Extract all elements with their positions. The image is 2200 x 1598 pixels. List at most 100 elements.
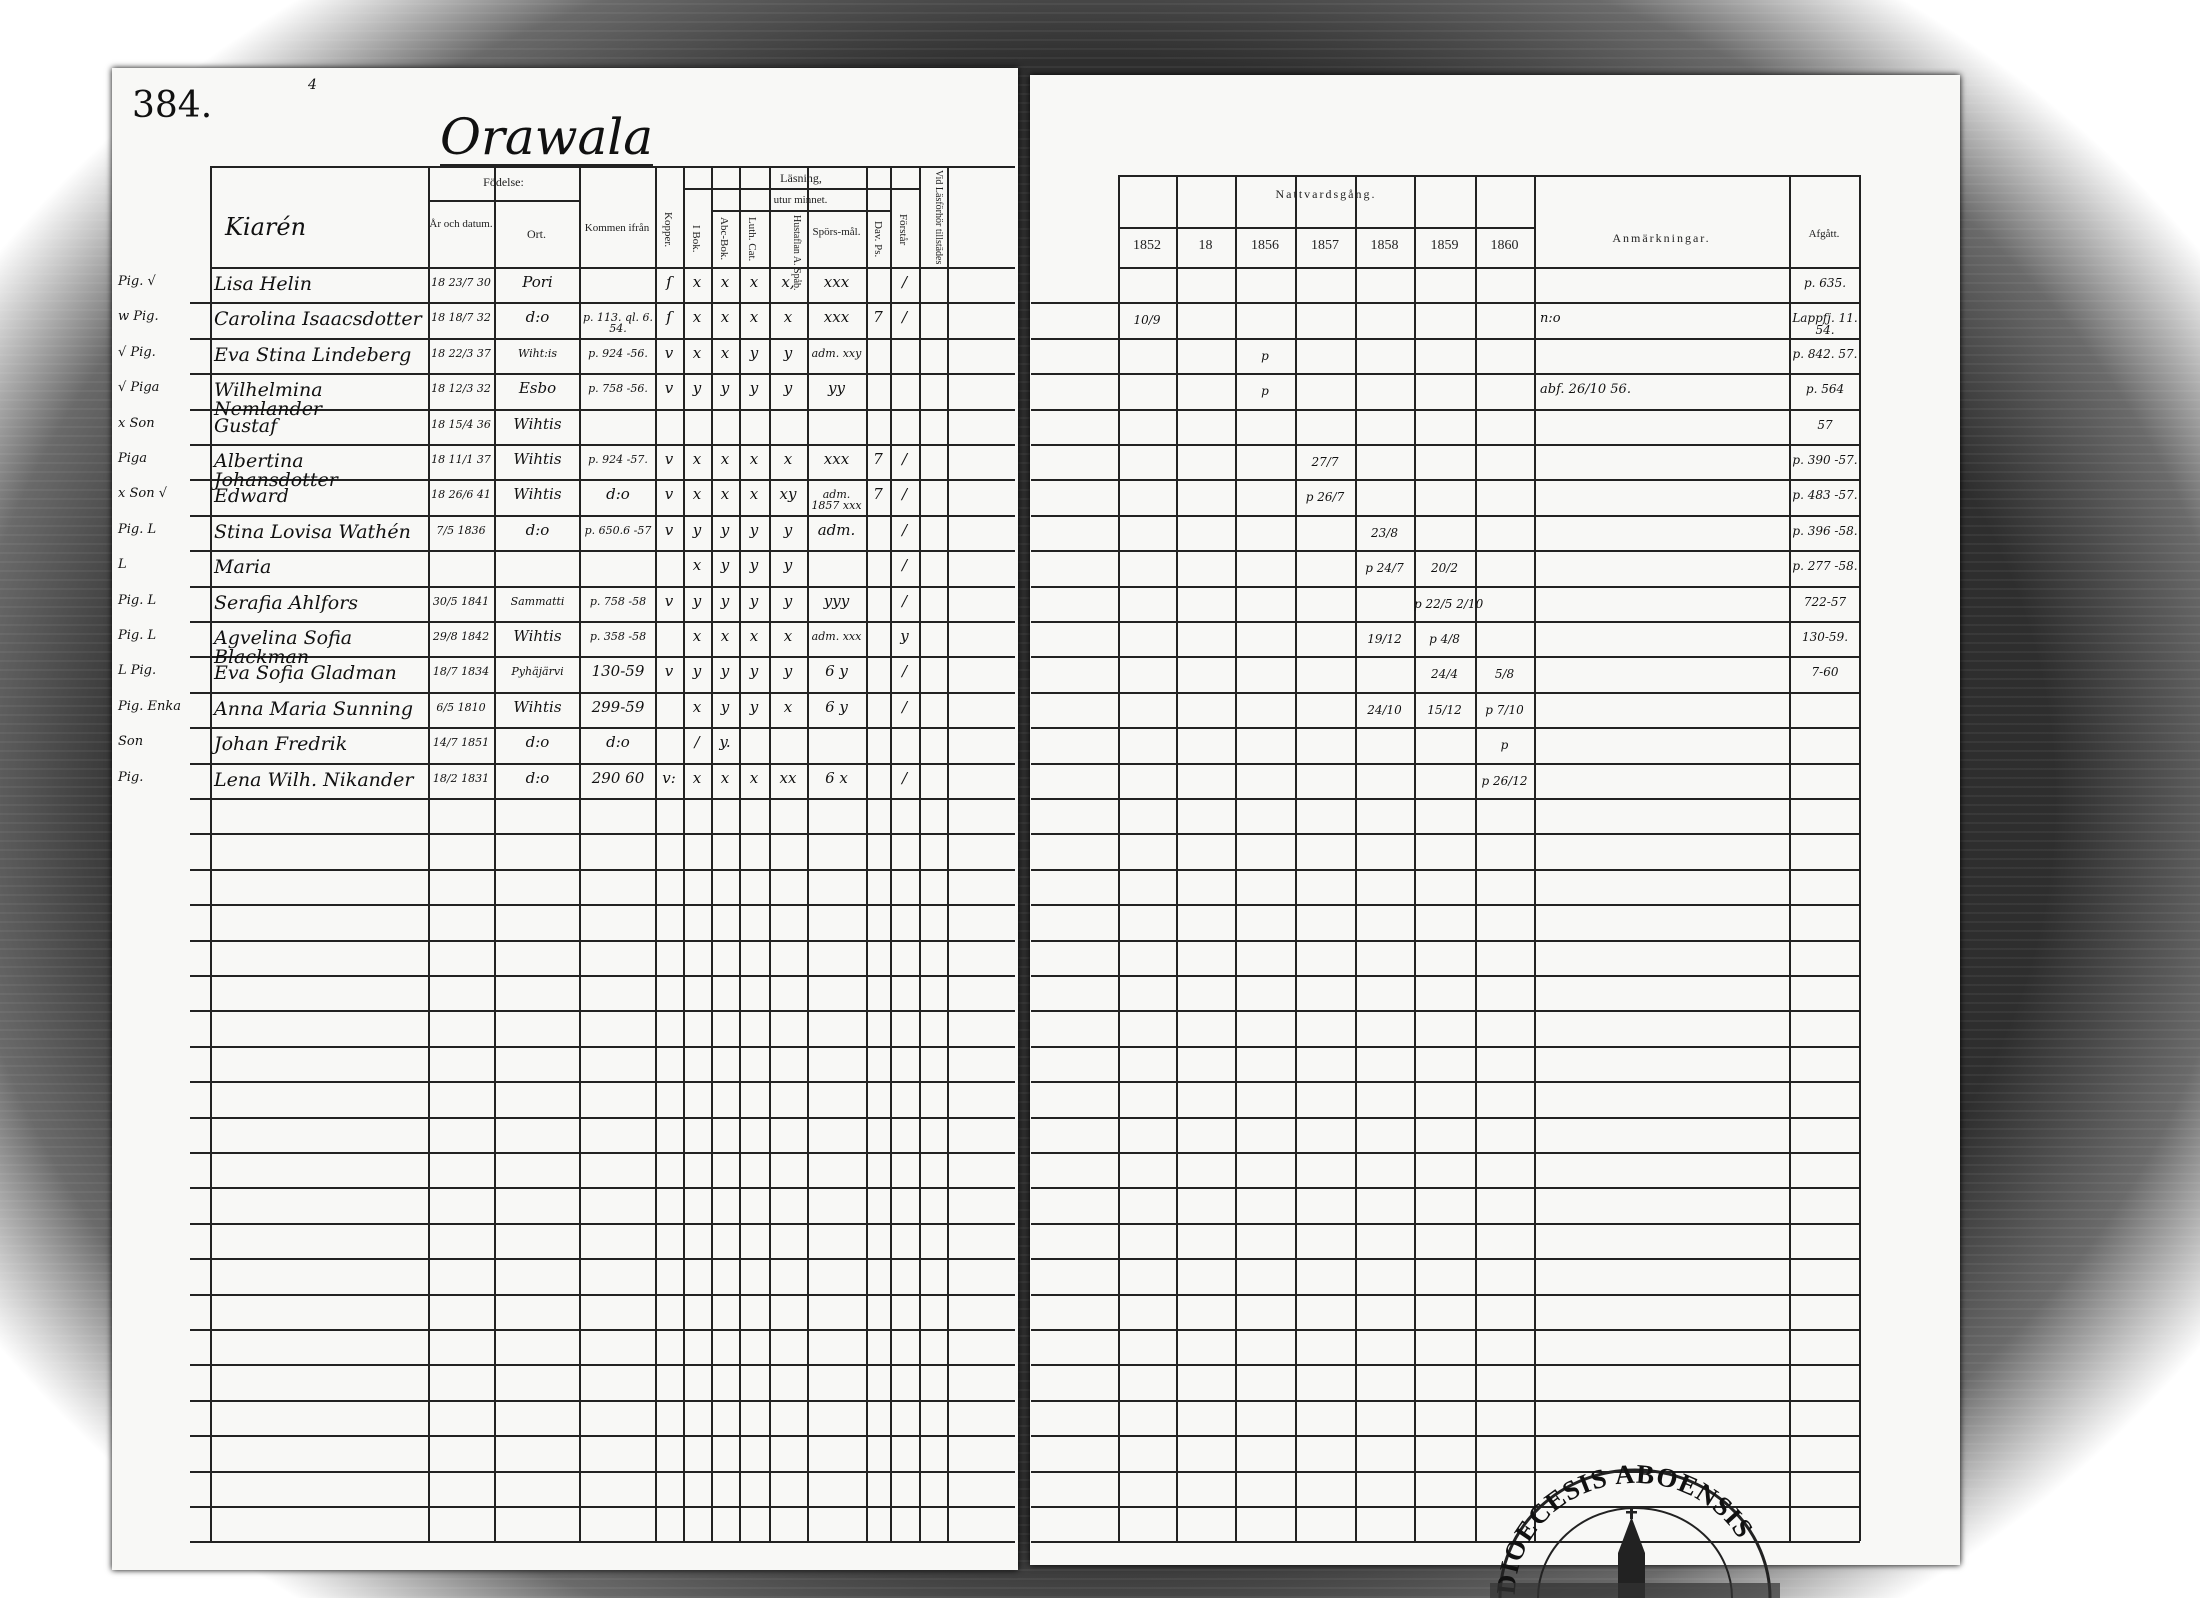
row-line bbox=[1031, 656, 1860, 659]
header-top-line bbox=[210, 166, 1015, 168]
row-4-remarks: abf. 26/10 56. bbox=[1540, 382, 1631, 398]
row-8-birth: 7/5 1836 bbox=[436, 523, 486, 537]
row-line bbox=[190, 479, 1015, 482]
row-3-margin: √ Pig. bbox=[118, 344, 156, 360]
row-11-name: Agvelina Sofia Blackman bbox=[214, 627, 353, 668]
row-15-birth: 18/2 1831 bbox=[432, 771, 490, 785]
row-14-ibok: / bbox=[694, 733, 700, 752]
row-line bbox=[190, 1152, 1015, 1154]
row-line bbox=[1031, 1470, 1860, 1473]
column-line bbox=[1235, 175, 1237, 1542]
row-3-kopper: v bbox=[664, 343, 674, 362]
column-line bbox=[1534, 175, 1536, 1542]
row-line bbox=[190, 444, 1015, 446]
row-line bbox=[190, 656, 1015, 659]
row-8-departed: p. 396 -58. bbox=[1792, 523, 1858, 538]
row-12-departed: 7-60 bbox=[1811, 665, 1839, 680]
row-7-hust: xy bbox=[779, 485, 797, 504]
row-line bbox=[1031, 1506, 1860, 1508]
row-10-forstar: / bbox=[901, 591, 908, 610]
row-5-birth: 18 15/4 36 bbox=[431, 417, 491, 431]
row-10-departed: 722-57 bbox=[1803, 594, 1847, 609]
row-6-communion-3: 27/7 bbox=[1311, 455, 1339, 469]
row-7-spors: adm. 1857 xxx bbox=[811, 488, 862, 513]
row-line bbox=[1031, 1329, 1860, 1331]
row-6-kommen: p. 924 -57. bbox=[588, 453, 648, 466]
row-line bbox=[190, 798, 1015, 800]
row-line bbox=[190, 1116, 1015, 1119]
row-line bbox=[190, 1329, 1015, 1331]
remarks-header: Anmärkningar. bbox=[1612, 231, 1711, 245]
row-12-birth: 18/7 1834 bbox=[432, 665, 490, 679]
row-13-communion-4: 24/10 bbox=[1367, 702, 1402, 717]
row-line bbox=[1031, 621, 1860, 623]
row-3-abc: x bbox=[720, 343, 730, 362]
year-header-1859: 1859 bbox=[1430, 238, 1459, 253]
village-title: Orawala bbox=[440, 108, 654, 166]
row-10-hust: y bbox=[783, 591, 793, 610]
row-line bbox=[190, 621, 1015, 623]
row-10-kopper: v bbox=[664, 591, 674, 610]
row-13-communion-5: 15/12 bbox=[1427, 702, 1462, 717]
row-13-margin: Pig. Enka bbox=[118, 698, 181, 714]
row-4-abc: y bbox=[720, 379, 730, 398]
row-14-abc: y. bbox=[719, 733, 731, 752]
row-2-communion-0: 10/9 bbox=[1133, 313, 1161, 328]
row-6-dav: 7 bbox=[873, 450, 883, 468]
row-line bbox=[190, 1222, 1015, 1225]
row-3-hust: y bbox=[783, 343, 793, 362]
row-line bbox=[1031, 975, 1860, 977]
row-14-margin: Son bbox=[118, 734, 144, 750]
row-8-forstar: / bbox=[901, 520, 908, 539]
row-4-spors: yy bbox=[828, 379, 845, 398]
abc-book-header: Abc-Bok. bbox=[718, 217, 730, 261]
row-4-kommen: p. 758 -56. bbox=[588, 382, 648, 396]
column-line bbox=[655, 166, 657, 1542]
column-line bbox=[428, 166, 430, 1542]
row-line bbox=[1031, 585, 1860, 588]
in-book-header: I Bok. bbox=[690, 225, 702, 253]
row-2-luth: x bbox=[749, 308, 759, 327]
row-7-ibok: x bbox=[692, 485, 702, 504]
row-line bbox=[1031, 408, 1860, 411]
row-11-communion-4: 19/12 bbox=[1367, 632, 1402, 646]
birth-header: Födelse: bbox=[483, 175, 524, 189]
row-line bbox=[190, 550, 1015, 553]
row-6-name: Albertina Johansdotter bbox=[214, 450, 338, 491]
row-2-remarks: n:o bbox=[1540, 311, 1561, 327]
row-line bbox=[190, 1541, 1015, 1544]
row-7-name: Edward bbox=[214, 485, 289, 508]
row-4-ort: Esbo bbox=[518, 379, 557, 398]
row-11-luth: x bbox=[749, 627, 759, 645]
row-line bbox=[1031, 868, 1860, 871]
row-6-forstar: / bbox=[901, 450, 908, 468]
row-2-departed: Lappfj. 11. 54. bbox=[1792, 311, 1858, 338]
row-line bbox=[190, 1364, 1015, 1367]
row-9-communion-4: p 24/7 bbox=[1365, 561, 1404, 576]
row-10-spors: yyy bbox=[823, 591, 850, 610]
row-2-margin: w Pig. bbox=[118, 309, 159, 325]
row-8-kommen: p. 650.6 -57 bbox=[584, 523, 652, 537]
row-8-ort: d:o bbox=[525, 520, 550, 539]
row-7-ort: Wihtis bbox=[513, 485, 562, 504]
row-9-luth: y bbox=[749, 556, 759, 575]
row-3-departed: p. 842. 57. bbox=[1792, 346, 1858, 361]
row-15-spors: 6 x bbox=[825, 768, 848, 787]
row-8-kopper: v bbox=[664, 520, 674, 539]
row-line bbox=[190, 302, 1015, 305]
row-7-departed: p. 483 -57. bbox=[1792, 488, 1858, 503]
row-2-hust: x bbox=[783, 308, 793, 327]
household-header: Kiarén bbox=[225, 213, 307, 241]
row-12-margin: L Pig. bbox=[118, 663, 157, 679]
row-7-forstar: / bbox=[901, 485, 908, 504]
row-11-forstar: y bbox=[900, 627, 909, 645]
row-10-birth: 30/5 1841 bbox=[432, 594, 490, 608]
row-12-communion-6: 5/8 bbox=[1494, 667, 1515, 682]
row-7-birth: 18 26/6 41 bbox=[431, 488, 491, 502]
row-11-birth: 29/8 1842 bbox=[432, 630, 490, 643]
row-line bbox=[1031, 1541, 1860, 1544]
column-line bbox=[866, 166, 868, 1542]
row-2-dav: 7 bbox=[873, 308, 883, 327]
row-line bbox=[190, 1010, 1015, 1013]
row-11-margin: Pig. L bbox=[118, 628, 157, 643]
